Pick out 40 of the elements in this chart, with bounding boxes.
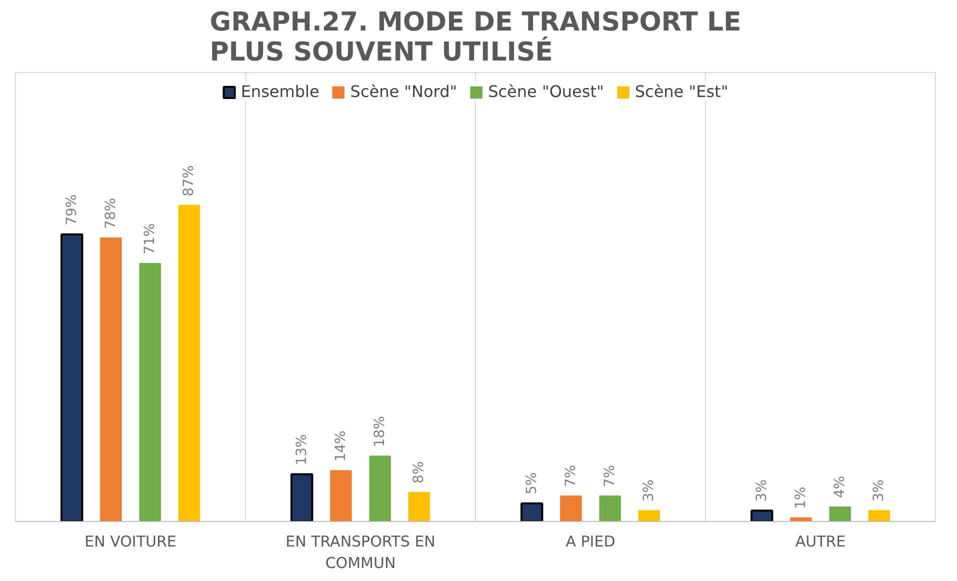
legend-label: Scène "Nord" xyxy=(350,82,458,101)
data-label: 18% xyxy=(372,416,388,448)
bar xyxy=(638,510,660,522)
data-label: 7% xyxy=(602,464,618,488)
data-label: 78% xyxy=(102,198,119,230)
legend-label: Scène "Ouest" xyxy=(488,82,604,101)
bar xyxy=(560,496,582,522)
x-tick-label: EN VOITURE xyxy=(84,532,176,550)
data-label: 14% xyxy=(332,430,349,462)
chart-title: GRAPH.27. MODE DE TRANSPORT LE PLUS SOUVENT UTILISÉ xyxy=(210,8,742,68)
bar xyxy=(178,204,200,522)
bar xyxy=(750,510,774,522)
data-label: 3% xyxy=(754,479,770,502)
data-label: 87% xyxy=(181,165,198,196)
bar xyxy=(520,502,544,522)
data-label: 13% xyxy=(294,434,310,466)
x-tick-label: EN TRANSPORTS EN COMMUN xyxy=(286,532,436,572)
legend-label: Ensemble xyxy=(240,82,320,101)
bar xyxy=(599,496,621,522)
bar xyxy=(60,233,84,522)
data-label: 8% xyxy=(411,461,428,484)
data-label: 7% xyxy=(562,464,579,488)
bar xyxy=(100,238,122,522)
bar xyxy=(829,506,851,522)
bar xyxy=(139,262,161,522)
data-label: 71% xyxy=(142,223,158,254)
bar xyxy=(408,492,430,522)
bar xyxy=(868,510,890,522)
data-label: 1% xyxy=(792,486,809,509)
x-tick-label: A PIED xyxy=(566,532,616,550)
bar xyxy=(369,456,391,522)
data-label: 3% xyxy=(641,479,658,502)
bar xyxy=(330,470,352,522)
legend-label: Scène "Est" xyxy=(634,82,728,101)
x-tick-label: AUTRE xyxy=(795,532,846,550)
data-label: 4% xyxy=(832,476,848,498)
data-label: 3% xyxy=(871,479,888,502)
bar xyxy=(290,473,314,522)
data-label: 79% xyxy=(64,194,80,226)
data-label: 5% xyxy=(524,472,540,494)
